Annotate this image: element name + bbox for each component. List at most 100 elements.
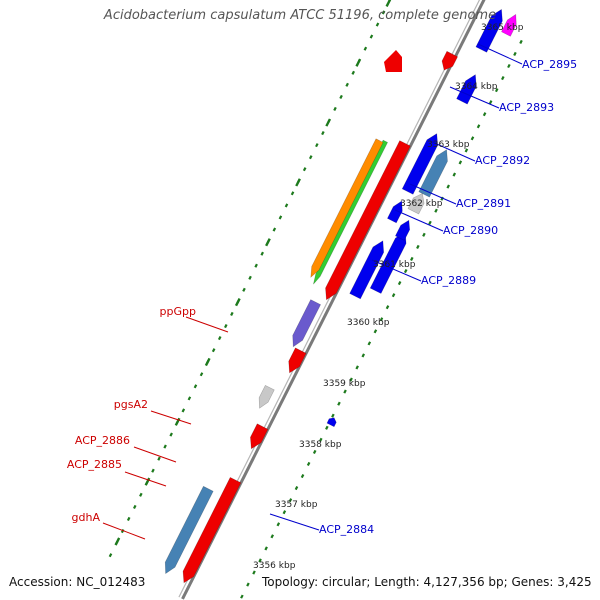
tick-mark bbox=[379, 317, 384, 322]
tick-mark bbox=[501, 76, 505, 81]
tick-mark bbox=[240, 594, 244, 599]
map-title: Acidobacterium capsulatum ATCC 51196, co… bbox=[103, 8, 497, 23]
label-connector bbox=[102, 522, 146, 540]
tick-mark bbox=[193, 384, 198, 389]
tick-mark bbox=[355, 58, 362, 67]
tick-mark bbox=[114, 537, 121, 546]
tick-mark bbox=[428, 220, 432, 225]
tick-mark bbox=[126, 516, 131, 522]
tick-mark bbox=[282, 510, 287, 515]
gene-feature bbox=[292, 299, 322, 348]
gene-label: ACP_2884 bbox=[319, 523, 374, 536]
tick-mark bbox=[248, 275, 252, 280]
label-connector bbox=[477, 43, 523, 65]
tick-mark bbox=[288, 498, 293, 503]
tick-mark bbox=[260, 251, 264, 256]
tick-mark bbox=[264, 546, 268, 551]
tick-mark bbox=[373, 329, 378, 334]
features bbox=[164, 8, 517, 584]
tick-mark bbox=[385, 0, 392, 7]
tick-mark bbox=[187, 396, 192, 401]
gene-feature bbox=[182, 476, 242, 584]
tick-mark bbox=[308, 155, 313, 160]
label-connector bbox=[150, 410, 192, 425]
scale-label: 3359 kbp bbox=[323, 379, 366, 389]
tick-mark bbox=[204, 357, 211, 367]
gene-label: pgsA2 bbox=[114, 398, 148, 411]
gene-feature bbox=[250, 423, 269, 450]
tick-mark bbox=[144, 477, 151, 486]
label-connectors bbox=[102, 43, 523, 540]
gene-feature bbox=[258, 384, 275, 409]
tick-mark bbox=[416, 244, 420, 249]
gene-feature bbox=[384, 50, 402, 72]
gene-label: ppGpp bbox=[160, 305, 196, 318]
tick-mark bbox=[331, 413, 335, 418]
gene-feature bbox=[501, 13, 517, 37]
tick-mark bbox=[464, 148, 469, 153]
tick-mark bbox=[325, 118, 332, 127]
tick-mark bbox=[265, 238, 271, 247]
tick-mark bbox=[272, 227, 277, 232]
gene-label: gdhA bbox=[72, 511, 101, 524]
tick-mark bbox=[361, 353, 366, 358]
tick-mark bbox=[270, 534, 274, 539]
tick-mark bbox=[258, 558, 262, 563]
tick-mark bbox=[434, 208, 438, 213]
tick-mark bbox=[446, 184, 450, 189]
scale-label: 3357 kbp bbox=[275, 500, 318, 510]
label-connector bbox=[124, 471, 167, 487]
tick-mark bbox=[234, 298, 241, 307]
tick-mark bbox=[507, 63, 511, 69]
tick-mark bbox=[284, 203, 289, 208]
gene-feature bbox=[325, 140, 411, 301]
tick-mark bbox=[199, 372, 204, 377]
tick-mark bbox=[345, 82, 349, 87]
label-connector bbox=[371, 259, 422, 282]
gene-label: ACP_2893 bbox=[499, 101, 554, 114]
gene-label: ACP_2892 bbox=[475, 154, 530, 167]
scale-label: 3365 kbp bbox=[481, 23, 524, 33]
gene-feature bbox=[401, 133, 439, 195]
tick-mark bbox=[325, 425, 329, 430]
tick-mark bbox=[246, 582, 250, 587]
gene-feature bbox=[313, 139, 389, 285]
tick-mark bbox=[482, 112, 487, 117]
tick-mark bbox=[306, 461, 311, 467]
gene-label: ACP_2891 bbox=[456, 197, 511, 210]
tick-mark bbox=[302, 167, 307, 172]
tick-mark bbox=[315, 143, 319, 148]
tick-mark bbox=[381, 10, 386, 15]
tick-mark bbox=[174, 417, 181, 426]
tick-mark bbox=[139, 492, 143, 497]
tick-mark bbox=[410, 256, 414, 262]
tick-mark bbox=[300, 473, 305, 479]
gene-label: ACP_2890 bbox=[443, 224, 498, 237]
tick-mark bbox=[321, 131, 325, 136]
tick-mark bbox=[494, 88, 499, 93]
tick-mark bbox=[476, 124, 481, 129]
gene-feature bbox=[456, 74, 477, 105]
gene-feature bbox=[407, 193, 425, 215]
tick-mark bbox=[157, 456, 161, 461]
label-connector bbox=[429, 140, 476, 162]
tick-mark bbox=[367, 341, 372, 346]
tick-mark bbox=[385, 305, 390, 310]
tick-mark bbox=[224, 323, 228, 329]
tick-mark bbox=[458, 160, 463, 165]
tick-mark bbox=[397, 281, 402, 286]
tick-mark bbox=[403, 268, 408, 274]
backbone-line bbox=[181, 0, 486, 600]
tick-mark bbox=[488, 100, 493, 105]
gene-label: ACP_2886 bbox=[75, 434, 130, 447]
gene-feature bbox=[441, 50, 459, 71]
label-connector bbox=[185, 316, 229, 333]
tick-mark bbox=[211, 348, 216, 353]
label-connector bbox=[269, 513, 320, 531]
gene-feature bbox=[310, 138, 384, 279]
topology-summary: Topology: circular; Length: 4,127,356 bp… bbox=[262, 575, 592, 589]
tick-mark bbox=[369, 34, 374, 39]
scale-label: 3358 kbp bbox=[299, 440, 342, 450]
scale-label: 3361 kbp bbox=[373, 260, 416, 270]
tick-mark bbox=[519, 39, 523, 44]
